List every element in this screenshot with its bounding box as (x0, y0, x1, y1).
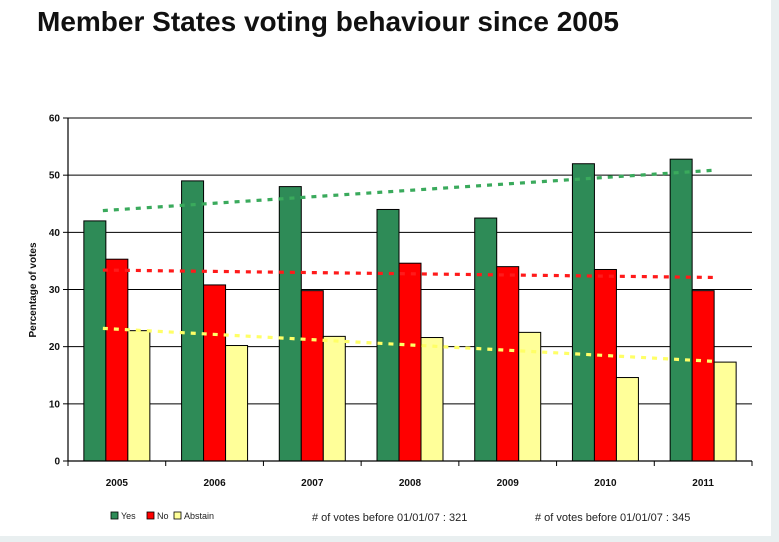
bar-abstain-2011 (713, 361, 737, 462)
bar-no-2010 (593, 268, 617, 462)
trend-layer (102, 168, 718, 364)
bar-no-2011 (691, 290, 715, 462)
x-tick-label: 2010 (594, 478, 617, 489)
bar-abstain-2010 (615, 377, 639, 462)
bar-yes-2006 (181, 180, 205, 462)
legend-swatch-no (146, 511, 155, 520)
axis-layer: 0 10 20 30 40 50 60 2005 2006 2007 2008 2009 2010 201… (49, 114, 753, 489)
trendline-abstain (102, 326, 718, 364)
x-tick-label: 2006 (203, 478, 226, 489)
y-tick-label: 50 (49, 171, 61, 182)
legend-swatch-yes (110, 511, 119, 520)
bar-abstain-2008 (420, 337, 444, 462)
bar-abstain-2005 (127, 330, 151, 462)
x-tick-label: 2011 (692, 478, 714, 489)
bar-no-2006 (203, 284, 227, 462)
bars-layer (83, 158, 737, 462)
y-tick-label: 0 (54, 457, 60, 468)
legend-label-yes: Yes (121, 511, 136, 521)
y-axis-label: Percentage of votes (28, 242, 39, 337)
bar-no-2005 (105, 258, 129, 462)
trendline-no (102, 268, 718, 280)
x-tick-label: 2009 (497, 478, 520, 489)
bar-abstain-2006 (225, 345, 249, 462)
legend-label-abstain: Abstain (184, 511, 214, 521)
legend-swatch-abstain (173, 511, 182, 520)
bar-yes-2011 (669, 158, 693, 462)
bar-no-2009 (496, 266, 520, 462)
bar-yes-2005 (83, 220, 107, 462)
chart-title: Member States voting behaviour since 200… (37, 6, 619, 37)
bar-yes-2007 (278, 186, 302, 462)
x-tick-label: 2008 (399, 478, 422, 489)
legend-label-no: No (157, 511, 169, 521)
note-votes-1: # of votes before 01/01/07 : 321 (312, 512, 467, 524)
trendline-yes (102, 168, 718, 213)
bar-abstain-2007 (322, 335, 346, 462)
bar-yes-2009 (474, 217, 498, 462)
bar-no-2007 (300, 290, 324, 462)
x-tick-label: 2005 (106, 478, 129, 489)
y-tick-label: 60 (49, 114, 61, 125)
y-tick-label: 40 (49, 228, 61, 239)
x-tick-label: 2007 (301, 478, 324, 489)
note-votes-2: # of votes before 01/01/07 : 345 (535, 512, 690, 524)
y-tick-label: 30 (49, 285, 61, 296)
y-tick-label: 20 (49, 342, 61, 353)
bar-yes-2010 (571, 163, 595, 462)
y-tick-label: 10 (49, 399, 61, 410)
bar-no-2008 (398, 262, 422, 462)
legend: Yes No Abstain (110, 511, 214, 521)
bar-yes-2008 (376, 208, 400, 462)
